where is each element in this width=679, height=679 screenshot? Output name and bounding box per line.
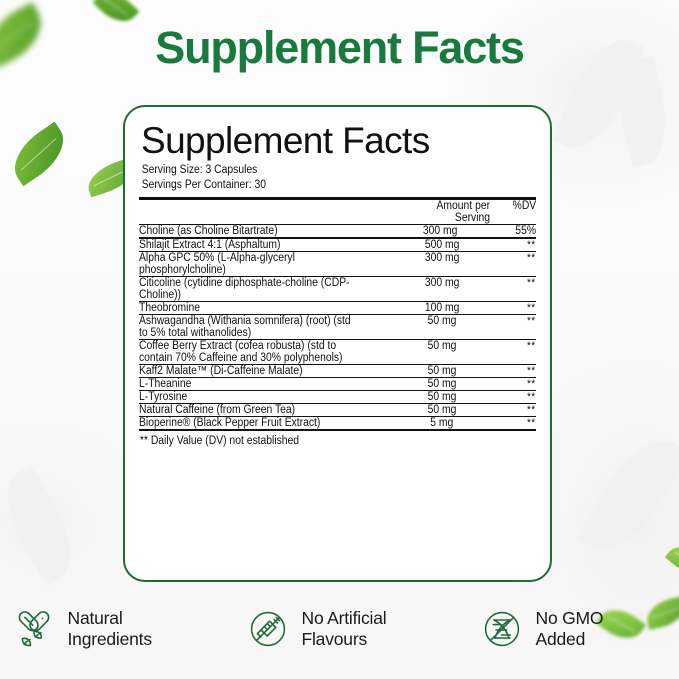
row-name: Ashwagandha (Withania somnifera) (root) … bbox=[139, 315, 351, 339]
row-dv: ** bbox=[527, 277, 536, 289]
row-name: Bioperine® (Black Pepper Fruit Extract) bbox=[139, 417, 321, 429]
no-syringe-icon bbox=[245, 606, 291, 652]
capsule-leaf-icon bbox=[11, 606, 57, 652]
row-amount: 50 mg bbox=[427, 404, 457, 416]
watermark-leaf bbox=[576, 423, 679, 567]
panel-title: Supplement Facts bbox=[141, 120, 430, 161]
row-name: Citicoline (cytidine diphosphate-choline… bbox=[139, 277, 350, 301]
badge-label: Natural Ingredients bbox=[67, 608, 153, 649]
row-dv: ** bbox=[527, 391, 536, 403]
watermark-leaf bbox=[0, 465, 90, 587]
no-gmo-icon bbox=[479, 606, 525, 652]
row-amount: 500 mg bbox=[424, 239, 460, 251]
table-row: L-Theanine 50 mg ** bbox=[139, 377, 536, 391]
row-amount: 50 mg bbox=[427, 340, 457, 352]
row-dv: ** bbox=[527, 302, 536, 314]
row-dv: ** bbox=[527, 239, 536, 251]
row-name: Shilajit Extract 4:1 (Asphaltum) bbox=[139, 239, 281, 251]
supplement-facts-table: Amount per Serving %DV Choline (as Choli… bbox=[139, 200, 536, 237]
header-blank bbox=[139, 200, 390, 225]
row-amount: 50 mg bbox=[427, 315, 457, 327]
table-header-row: Amount per Serving %DV bbox=[139, 200, 536, 225]
page-title: Supplement Facts bbox=[155, 22, 525, 73]
row-dv: 55% bbox=[515, 225, 536, 237]
table-row: Alpha GPC 50% (L-Alpha-glyceryl phosphor… bbox=[139, 251, 536, 277]
table-row: Ashwagandha (Withania somnifera) (root) … bbox=[139, 314, 536, 340]
divider-bottom bbox=[139, 429, 536, 431]
header-amount: Amount per Serving bbox=[436, 200, 491, 224]
row-amount: 300 mg bbox=[422, 225, 458, 237]
badge-natural-ingredients: Natural Ingredients bbox=[11, 596, 201, 662]
row-amount: 50 mg bbox=[427, 378, 457, 390]
feature-badges: Natural Ingredients No Artificial Flavou… bbox=[0, 596, 679, 662]
table-row: Shilajit Extract 4:1 (Asphaltum) 500 mg … bbox=[139, 239, 536, 252]
badge-label: No GMO Added bbox=[535, 608, 604, 649]
row-amount: 300 mg bbox=[424, 277, 460, 289]
row-dv: ** bbox=[527, 378, 536, 390]
badge-no-artificial-flavours: No Artificial Flavours bbox=[245, 596, 435, 662]
row-dv: ** bbox=[527, 340, 536, 352]
row-name: Kaff2 Malate™ (Di-Caffeine Malate) bbox=[139, 365, 303, 377]
row-amount: 100 mg bbox=[424, 302, 460, 314]
row-amount: 50 mg bbox=[427, 365, 457, 377]
row-amount: 5 mg bbox=[430, 417, 454, 429]
row-amount: 300 mg bbox=[424, 252, 460, 264]
row-dv: ** bbox=[527, 315, 536, 327]
divider-medium bbox=[139, 237, 536, 239]
row-dv: ** bbox=[527, 417, 536, 429]
table-row: L-Tyrosine 50 mg ** bbox=[139, 390, 536, 404]
daily-value-footnote: ** Daily Value (DV) not established bbox=[139, 435, 300, 447]
header-dv: %DV bbox=[512, 200, 536, 212]
row-dv: ** bbox=[527, 404, 536, 416]
table-row: Citicoline (cytidine diphosphate-choline… bbox=[139, 276, 536, 302]
table-row: Theobromine 100 mg ** bbox=[139, 301, 536, 315]
row-name: L-Theanine bbox=[139, 378, 192, 390]
row-dv: ** bbox=[527, 365, 536, 377]
row-name: Coffee Berry Extract (cofea robusta) (st… bbox=[139, 340, 343, 364]
row-name: Theobromine bbox=[139, 302, 200, 314]
row-dv: ** bbox=[527, 252, 536, 264]
row-name: Alpha GPC 50% (L-Alpha-glyceryl phosphor… bbox=[139, 252, 295, 276]
table-row: Choline (as Choline Bitartrate) 300 mg 5… bbox=[139, 224, 536, 237]
row-name: L-Tyrosine bbox=[139, 391, 188, 403]
table-row: Bioperine® (Black Pepper Fruit Extract) … bbox=[139, 416, 536, 429]
supplement-facts-table-body: Shilajit Extract 4:1 (Asphaltum) 500 mg … bbox=[139, 239, 536, 429]
row-name: Natural Caffeine (from Green Tea) bbox=[139, 404, 296, 416]
supplement-facts-panel: Supplement Facts Serving Size: 3 Capsule… bbox=[123, 105, 552, 582]
row-amount: 50 mg bbox=[427, 391, 457, 403]
servings-per-container: Servings Per Container: 30 bbox=[141, 179, 266, 191]
table-row: Coffee Berry Extract (cofea robusta) (st… bbox=[139, 339, 536, 365]
badge-no-gmo-added: No GMO Added bbox=[479, 596, 669, 662]
serving-size: Serving Size: 3 Capsules bbox=[141, 164, 258, 176]
row-name: Choline (as Choline Bitartrate) bbox=[139, 225, 278, 237]
divider-thick-top bbox=[139, 197, 536, 200]
badge-label: No Artificial Flavours bbox=[301, 608, 387, 649]
table-row: Kaff2 Malate™ (Di-Caffeine Malate) 50 mg… bbox=[139, 364, 536, 378]
table-row: Natural Caffeine (from Green Tea) 50 mg … bbox=[139, 403, 536, 417]
